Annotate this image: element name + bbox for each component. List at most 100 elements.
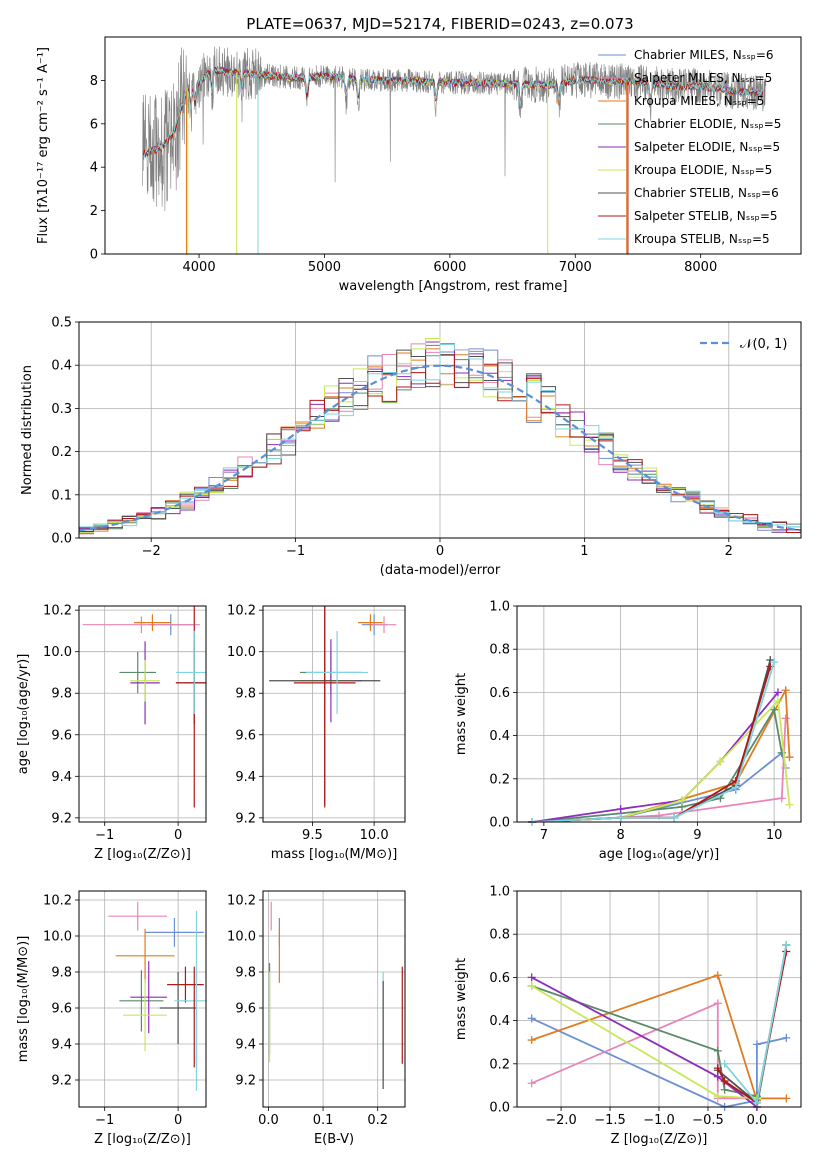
y-tick-label: 0.0 [489,1101,510,1116]
point-marker-se [773,688,782,697]
x-tick-label: −0.5 [692,1113,724,1128]
point-marker-ce [770,705,779,714]
x-tick-label: 0.0 [258,1113,279,1128]
y-tick-label: 8 [90,74,98,89]
y-axis-label: mass weight [454,958,469,1040]
x-tick-label: 4000 [183,260,216,275]
mass-weight-vs-metallicity-panel: −2.0 −1.5 −1.0 −0.5 0.0 0.0 0.2 0.4 0.6 0.8 1.0 Z [… [454,885,802,1147]
age-vs-mass-panel: 9.5 10.0 9.2 9.4 9.6 9.8 10.0 10.2 mass [log₁₀(M… [227,604,406,862]
y-tick-label: 0.1 [51,488,72,503]
mass-vs-ebv-panel: 0.0 0.1 0.2 9.2 9.4 9.6 9.8 10.0 10.2 E(B-V) [227,890,406,1147]
x-axis-label: Z [log₁₀(Z/Z⊙)] [94,847,191,862]
point-marker-ke [713,1092,722,1101]
x-axis-label: age [log₁₀(age/yr)] [599,847,720,862]
x-tick-label: 9 [693,828,701,843]
y-tick-label: 9.2 [235,811,256,826]
y-tick-label: 10.2 [227,894,256,909]
point-marker-cm [752,1040,761,1049]
y-tick-label: 4 [90,161,98,176]
y-axis-label: mass weight [454,673,469,755]
x-tick-label: −2 [142,544,161,559]
model-spectrum-ks [142,67,764,158]
y-tick-label: 9.6 [235,1002,256,1017]
x-tick-label: 0 [436,544,444,559]
point-marker-sm [777,794,786,803]
x-tick-label: −1.5 [594,1113,626,1128]
y-tick-label: 1.0 [489,885,510,900]
x-tick-label: 0 [174,828,182,843]
y-tick-label: 0.2 [51,445,72,460]
x-tick-label: −1 [286,544,305,559]
point-marker-ks [770,658,779,667]
y-tick-label: 9.8 [51,687,72,702]
point-marker-ke [773,697,782,706]
point-marker-ks [731,783,740,792]
y-tick-label: 10.2 [227,604,256,619]
x-tick-label: 7 [540,828,548,843]
legend-label: Kroupa ELODIE, Nₛₛₚ=5 [634,163,772,177]
point-marker-km [782,1094,791,1103]
point-marker-ks [782,941,791,949]
x-tick-label: 9.5 [302,828,323,843]
y-tick-label: 0.4 [51,359,72,374]
axes-frame [78,321,802,539]
x-axis-label: Z [log₁₀(Z/Z⊙)] [611,1132,708,1147]
y-tick-label: 10.2 [43,894,72,909]
point-marker-se [527,973,536,982]
y-tick-label: 0.8 [489,643,510,658]
point-marker-ks [616,813,625,822]
point-marker-km [785,753,794,762]
y-tick-label: 10.0 [227,645,256,660]
x-tick-label: 0 [174,1113,182,1128]
y-tick-label: 0.8 [489,928,510,943]
point-marker-ke [527,982,536,991]
legend-label-gaussian: 𝒩(0, 1) [740,337,787,352]
x-tick-label: 5000 [308,260,341,275]
x-axis-label: Z [log₁₀(Z/Z⊙)] [94,1132,191,1147]
x-tick-label: 8 [616,828,624,843]
y-tick-label: 2 [90,204,98,219]
x-tick-label: 0.0 [747,1113,768,1128]
age-vs-metallicity-panel: −1 0 9.2 9.4 9.6 9.8 10.0 10.2 Z [log₁₀(Z/Z⊙)] ag… [16,604,207,862]
y-tick-label: 9.4 [51,1038,72,1053]
y-tick-label: 9.2 [51,1074,72,1089]
point-marker-sm [781,714,790,723]
y-axis-label: Normed distribution [20,365,35,495]
point-marker-ks [720,1059,729,1068]
y-tick-label: 9.8 [235,687,256,702]
y-tick-label: 9.6 [51,728,72,743]
axes-frame [78,605,207,823]
axes-frame [104,36,802,255]
y-tick-label: 10.0 [43,930,72,945]
axes-frame [516,605,802,823]
axes-frame [516,890,802,1108]
y-tick-label: 9.6 [235,728,256,743]
y-tick-label: 0.4 [489,1014,510,1029]
figure-title: PLATE=0637, MJD=52174, FIBERID=0243, z=0… [246,15,633,33]
legend-label: Salpeter STELIB, Nₛₛₚ=5 [634,209,778,223]
y-tick-label: 0.0 [489,816,510,831]
series-line-cs [717,944,788,1105]
y-tick-label: 10.2 [43,604,72,619]
y-tick-label: 0.5 [51,316,72,331]
x-tick-label: 6000 [433,260,466,275]
x-tick-label: 1 [580,544,588,559]
y-tick-label: 9.8 [235,966,256,981]
x-axis-label: (data-model)/error [380,563,501,578]
point-marker-ks [670,813,679,822]
x-tick-label: 2 [725,544,733,559]
point-marker-ss [713,1064,722,1073]
series-line-se [532,691,779,822]
x-tick-label: 10 [766,828,783,843]
y-tick-label: 6 [90,117,98,132]
x-tick-label: −1.0 [643,1113,675,1128]
legend-label: Chabrier ELODIE, Nₛₛₚ=5 [634,117,781,131]
y-tick-label: 9.6 [51,1002,72,1017]
x-tick-label: −2.0 [545,1113,577,1128]
x-axis-label: mass [log₁₀(M/M⊙)] [271,847,398,862]
point-marker-ke [716,757,725,766]
series-line-cs [532,659,772,822]
x-tick-label: 10.0 [360,828,389,843]
point-marker-km [527,1036,536,1045]
